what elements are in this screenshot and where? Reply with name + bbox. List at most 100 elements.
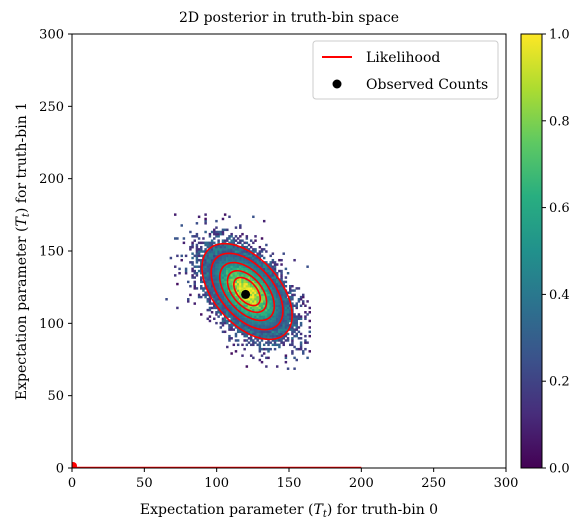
heatmap-cell <box>208 306 212 310</box>
heatmap-cell <box>254 265 257 268</box>
heatmap-cell <box>258 343 262 347</box>
heatmap-cell <box>254 315 257 318</box>
heatmap-cell <box>256 274 259 277</box>
heatmap-cell <box>269 337 272 340</box>
heatmap-cell <box>236 295 240 299</box>
heatmap-cell <box>254 289 257 292</box>
heatmap-cell <box>191 243 194 247</box>
heatmap-cell <box>239 278 242 281</box>
heatmap-cell <box>249 306 253 310</box>
heatmap-cell <box>234 248 238 251</box>
heatmap-cell <box>234 267 238 271</box>
heatmap-cell <box>275 315 279 318</box>
heatmap-cell <box>226 228 229 232</box>
heatmap-cell <box>262 285 266 288</box>
heatmap-cell <box>215 252 218 255</box>
heatmap-cell <box>236 343 240 347</box>
x-tick-label: 150 <box>277 476 302 491</box>
heatmap-cell <box>256 261 259 264</box>
heatmap-cell <box>236 328 240 331</box>
heatmap-cell <box>284 339 288 342</box>
heatmap-cell <box>241 315 244 318</box>
heatmap-cell <box>280 306 283 310</box>
heatmap-cell <box>289 319 292 323</box>
heatmap-cell <box>230 256 233 260</box>
heatmap-cell <box>308 319 311 323</box>
heatmap-cell <box>265 276 268 279</box>
heatmap-cell <box>273 324 277 327</box>
heatmap-cell <box>275 271 279 275</box>
heatmap-cell <box>236 237 240 240</box>
heatmap-cell <box>278 300 281 303</box>
heatmap-cell <box>241 274 244 277</box>
heatmap-cell <box>226 245 229 249</box>
heatmap-cell <box>304 317 307 321</box>
heatmap-cell <box>273 308 277 312</box>
heatmap-cell <box>223 298 227 301</box>
heatmap-cell <box>204 258 207 262</box>
heatmap-cell <box>265 285 268 288</box>
heatmap-cell <box>262 311 266 314</box>
heatmap-cell <box>302 295 305 299</box>
heatmap-cell <box>215 285 218 288</box>
heatmap-cell <box>228 291 231 294</box>
heatmap-cell <box>202 267 205 271</box>
heatmap-cell <box>267 295 270 299</box>
heatmap-cell <box>302 302 305 305</box>
heatmap-cell <box>223 248 227 251</box>
heatmap-cell <box>195 254 199 258</box>
heatmap-cell <box>260 248 264 251</box>
likelihood-contour <box>226 269 268 314</box>
heatmap-cell <box>206 258 210 262</box>
heatmap-cell <box>295 347 298 351</box>
heatmap-cell <box>236 298 240 301</box>
heatmap-cell <box>262 293 266 297</box>
heatmap-cell <box>239 267 242 271</box>
heatmap-cell <box>256 304 259 307</box>
heatmap-cell <box>228 256 231 260</box>
heatmap-cell <box>291 295 294 299</box>
heatmap-cell <box>284 326 288 329</box>
heatmap-cell <box>223 313 227 316</box>
heatmap-cell <box>234 326 238 329</box>
heatmap-cell <box>271 287 275 290</box>
heatmap-cell <box>178 271 181 275</box>
heatmap-cell <box>232 311 236 314</box>
heatmap-cell <box>226 285 229 288</box>
heatmap-cell <box>269 300 272 303</box>
heatmap-cell <box>252 278 255 281</box>
heatmap-cell <box>228 282 231 286</box>
heatmap-cell <box>236 258 240 262</box>
heatmap-cell <box>213 232 216 236</box>
heatmap-cell <box>249 254 253 258</box>
heatmap-cell <box>217 258 220 262</box>
heatmap-cell <box>243 317 246 321</box>
heatmap-cell <box>278 295 281 299</box>
heatmap-cell <box>239 287 242 290</box>
heatmap-cell <box>204 274 207 277</box>
heatmap-cell <box>252 263 255 266</box>
heatmap-cell <box>299 298 303 301</box>
heatmap-cell <box>191 267 194 271</box>
heatmap-cell <box>308 306 311 310</box>
heatmap-cell <box>282 313 285 316</box>
heatmap-cell <box>241 287 244 290</box>
heatmap-cell <box>245 311 249 314</box>
heatmap-cell <box>236 241 240 245</box>
heatmap-cell <box>219 250 223 253</box>
legend-observed-swatch <box>332 79 342 89</box>
heatmap-cell <box>299 315 303 318</box>
heatmap-cell <box>267 356 270 360</box>
heatmap-cell <box>234 313 238 316</box>
heatmap-cell <box>210 285 214 288</box>
likelihood-contour <box>233 276 262 307</box>
heatmap-cell <box>252 258 255 262</box>
heatmap-cell <box>223 243 227 247</box>
heatmap-cell <box>226 258 229 262</box>
heatmap-cell <box>249 337 253 340</box>
heatmap-cell <box>295 358 298 362</box>
heatmap-cell <box>284 315 288 318</box>
y-tick-label: 50 <box>47 389 64 404</box>
heatmap-cell <box>241 302 244 305</box>
heatmap-cell <box>230 235 233 238</box>
